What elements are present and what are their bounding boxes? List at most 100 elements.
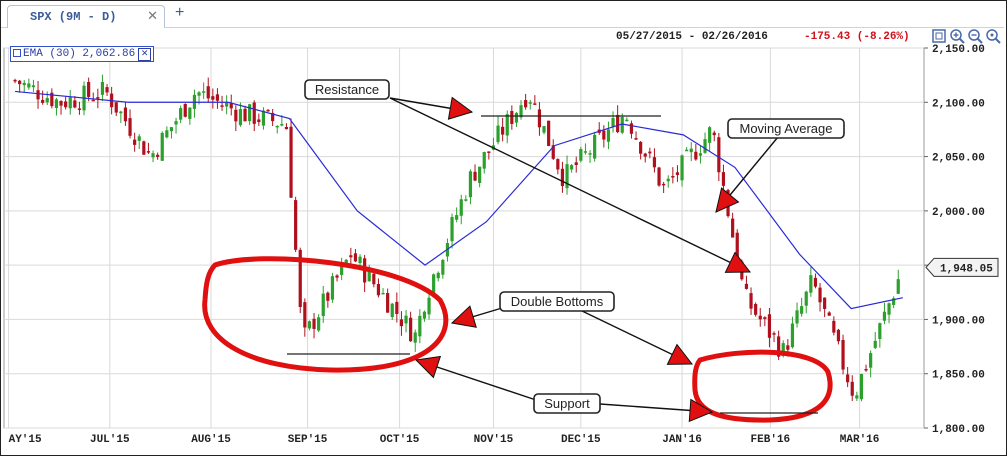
candle-body (45, 97, 49, 103)
double-bottom-arrow-right-head (666, 343, 694, 365)
zoom-reset-icon[interactable] (985, 28, 1001, 44)
candle-body (326, 292, 330, 301)
candle-body (519, 105, 523, 118)
candle-body (712, 132, 716, 136)
candle-body (846, 374, 850, 383)
candle-body (202, 91, 206, 93)
maximize-icon[interactable] (931, 28, 947, 44)
candle-body (367, 270, 371, 282)
candle-body (317, 317, 321, 331)
remove-indicator-icon[interactable]: ✕ (138, 48, 152, 61)
ema-swatch-icon (13, 49, 21, 58)
candle-body (289, 126, 293, 198)
zoom-out-icon[interactable] (967, 28, 983, 44)
candle-body (878, 323, 882, 339)
y-tick-label: 2,000.00 (932, 207, 985, 219)
candle-body (758, 315, 762, 320)
candle-body (763, 317, 767, 319)
candle-body (583, 151, 588, 153)
candle-body (330, 276, 335, 300)
candle-body (850, 381, 854, 396)
support-arrow-left-head (414, 355, 442, 379)
ema-line (14, 90, 903, 310)
candle-body (574, 162, 578, 166)
x-tick-label: MAR'16 (840, 434, 880, 446)
candle-body (450, 217, 454, 242)
chart-toolbar (929, 28, 1005, 46)
candle-body (735, 232, 739, 266)
candle-body (501, 126, 505, 135)
candle-body (593, 134, 597, 159)
close-icon[interactable]: ✕ (147, 8, 158, 23)
tab-spx[interactable]: SPX (9M - D) ✕ (7, 5, 165, 28)
candle-body (303, 302, 307, 328)
candle-body (708, 127, 712, 143)
candle-body (100, 81, 105, 95)
candle-body (22, 82, 26, 86)
candle-body (639, 141, 643, 154)
candle-body (602, 130, 606, 140)
support-callout-label: Support (544, 396, 590, 411)
candle-body (197, 92, 201, 96)
candle-body (358, 256, 362, 264)
candle-body (611, 118, 615, 127)
candle-body (206, 86, 210, 99)
candle-body (505, 114, 509, 136)
candle-body (312, 318, 316, 329)
candle-body (648, 151, 652, 154)
candle-body (781, 343, 785, 356)
price-change: -175.43 (-8.26%) (804, 31, 910, 43)
candle-body (818, 287, 822, 303)
candle-body (698, 153, 703, 156)
candle-body (731, 218, 735, 238)
candle-body (165, 130, 169, 138)
candle-body (234, 109, 238, 122)
candle-body (468, 171, 473, 198)
moving-average-callout-label: Moving Average (740, 121, 833, 136)
support-callout-box (533, 393, 601, 414)
x-tick-label: OCT'15 (380, 434, 420, 446)
candle-body (87, 82, 91, 97)
candle-body (754, 304, 758, 315)
candle-body (606, 129, 611, 142)
candle-body (551, 145, 555, 159)
candle-body (643, 153, 647, 157)
candle-body (680, 155, 684, 181)
candle-body (91, 99, 95, 102)
candle-body (59, 100, 63, 106)
candle-body (657, 167, 661, 186)
tab-bar: SPX (9M - D) ✕ + (1, 1, 1004, 28)
candle-body (340, 262, 344, 275)
candle-body (473, 171, 477, 181)
candle-body (873, 340, 877, 348)
candle-body (160, 132, 164, 161)
candle-body (427, 297, 431, 315)
x-tick-label: AUG'15 (191, 434, 231, 446)
candle-body (579, 149, 583, 161)
candle-body (478, 166, 482, 183)
candle-body (381, 292, 385, 295)
candle-body (800, 306, 804, 314)
candle-body (510, 110, 514, 124)
add-tab-icon[interactable]: + (175, 4, 185, 21)
candle-body (652, 157, 657, 168)
last-price-label: 1,948.05 (940, 263, 993, 275)
candle-body (123, 107, 128, 122)
resistance-arrow-head (447, 96, 474, 120)
resistance-callout-label: Resistance (315, 82, 379, 97)
x-tick-label: FEB'16 (751, 434, 791, 446)
candle-body (146, 151, 151, 153)
candle-body (225, 102, 229, 107)
y-tick-label: 1,800.00 (932, 424, 985, 436)
candle-body (882, 311, 887, 321)
candle-body (275, 125, 279, 128)
candle-body (105, 87, 109, 93)
y-tick-label: 2,050.00 (932, 153, 985, 165)
zoom-in-icon[interactable] (949, 28, 965, 44)
candle-body (482, 151, 486, 169)
candle-body (455, 215, 459, 220)
candle-body (813, 277, 818, 287)
candle-body (422, 311, 427, 319)
candle-body (528, 102, 532, 104)
candle-body (570, 165, 574, 170)
